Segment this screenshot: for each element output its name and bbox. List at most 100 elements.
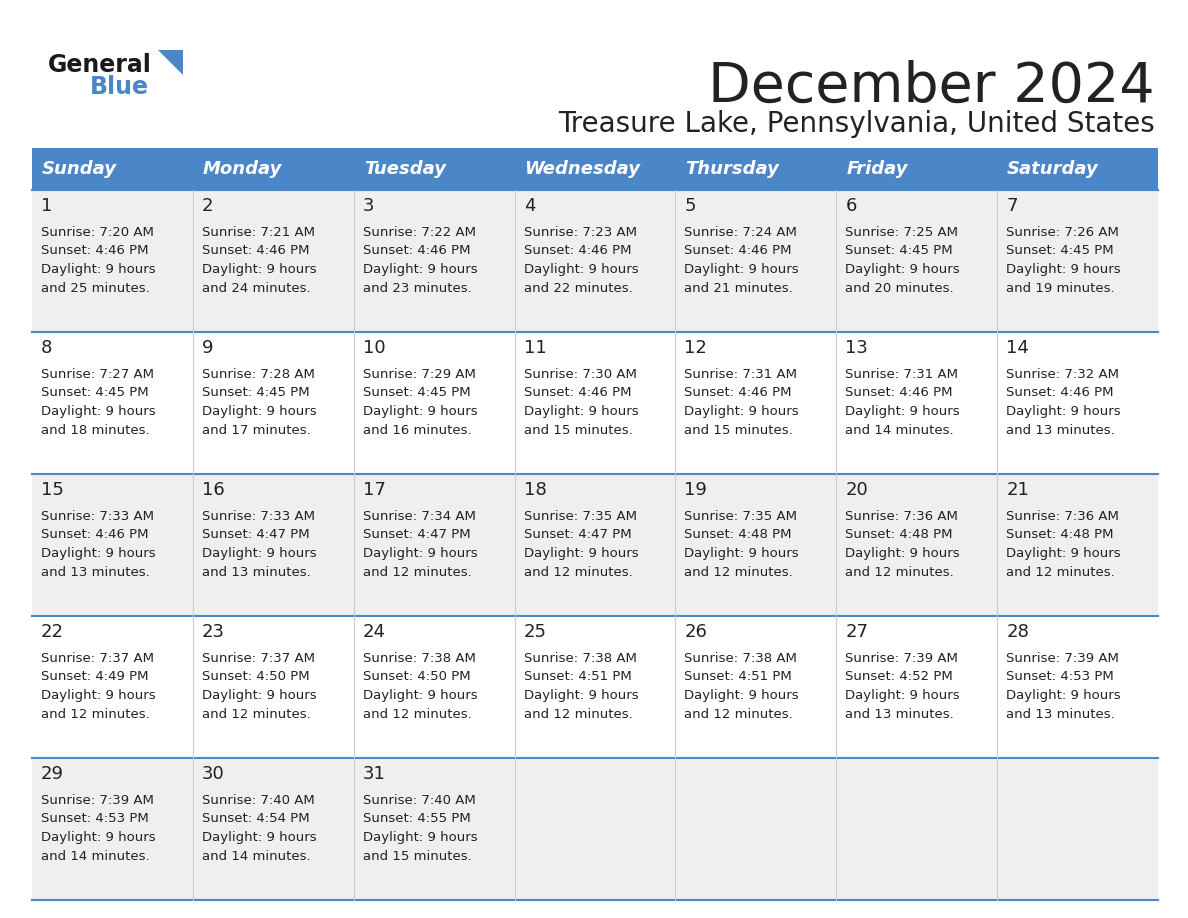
Text: Sunset: 4:45 PM: Sunset: 4:45 PM bbox=[1006, 244, 1114, 258]
Text: Daylight: 9 hours: Daylight: 9 hours bbox=[1006, 405, 1120, 418]
Text: Daylight: 9 hours: Daylight: 9 hours bbox=[846, 263, 960, 276]
Text: and 12 minutes.: and 12 minutes. bbox=[362, 565, 472, 578]
Text: Sunset: 4:52 PM: Sunset: 4:52 PM bbox=[846, 670, 953, 684]
Text: Sunrise: 7:40 AM: Sunrise: 7:40 AM bbox=[362, 794, 475, 807]
Text: Daylight: 9 hours: Daylight: 9 hours bbox=[1006, 689, 1120, 702]
Text: 9: 9 bbox=[202, 339, 214, 357]
Polygon shape bbox=[158, 50, 183, 75]
Text: Sunrise: 7:21 AM: Sunrise: 7:21 AM bbox=[202, 226, 315, 239]
Text: and 15 minutes.: and 15 minutes. bbox=[684, 423, 794, 436]
Text: Sunrise: 7:39 AM: Sunrise: 7:39 AM bbox=[846, 652, 959, 665]
Text: and 17 minutes.: and 17 minutes. bbox=[202, 423, 310, 436]
Text: Daylight: 9 hours: Daylight: 9 hours bbox=[362, 689, 478, 702]
Text: Sunrise: 7:38 AM: Sunrise: 7:38 AM bbox=[362, 652, 475, 665]
Text: and 20 minutes.: and 20 minutes. bbox=[846, 282, 954, 295]
Text: and 18 minutes.: and 18 minutes. bbox=[42, 423, 150, 436]
Text: Sunset: 4:47 PM: Sunset: 4:47 PM bbox=[202, 529, 310, 542]
Text: 12: 12 bbox=[684, 339, 707, 357]
Text: Sunrise: 7:29 AM: Sunrise: 7:29 AM bbox=[362, 368, 475, 381]
Text: 1: 1 bbox=[42, 197, 52, 215]
Text: Sunrise: 7:40 AM: Sunrise: 7:40 AM bbox=[202, 794, 315, 807]
Text: and 25 minutes.: and 25 minutes. bbox=[42, 282, 150, 295]
Text: 27: 27 bbox=[846, 623, 868, 641]
Text: Sunset: 4:46 PM: Sunset: 4:46 PM bbox=[524, 244, 631, 258]
Text: Saturday: Saturday bbox=[1007, 160, 1099, 178]
Text: Sunset: 4:48 PM: Sunset: 4:48 PM bbox=[846, 529, 953, 542]
Bar bbox=[32, 474, 1158, 616]
Text: Sunset: 4:46 PM: Sunset: 4:46 PM bbox=[202, 244, 309, 258]
Text: Tuesday: Tuesday bbox=[364, 160, 446, 178]
Text: 16: 16 bbox=[202, 481, 225, 499]
Text: Sunset: 4:47 PM: Sunset: 4:47 PM bbox=[524, 529, 631, 542]
Text: 25: 25 bbox=[524, 623, 546, 641]
Text: and 15 minutes.: and 15 minutes. bbox=[524, 423, 632, 436]
Text: Sunrise: 7:39 AM: Sunrise: 7:39 AM bbox=[42, 794, 154, 807]
Text: Daylight: 9 hours: Daylight: 9 hours bbox=[362, 831, 478, 844]
Text: Daylight: 9 hours: Daylight: 9 hours bbox=[524, 405, 638, 418]
Text: 23: 23 bbox=[202, 623, 225, 641]
Text: Sunset: 4:45 PM: Sunset: 4:45 PM bbox=[846, 244, 953, 258]
Text: Sunrise: 7:22 AM: Sunrise: 7:22 AM bbox=[362, 226, 475, 239]
Text: 11: 11 bbox=[524, 339, 546, 357]
Text: Daylight: 9 hours: Daylight: 9 hours bbox=[202, 547, 316, 560]
Text: and 13 minutes.: and 13 minutes. bbox=[1006, 423, 1114, 436]
Text: Daylight: 9 hours: Daylight: 9 hours bbox=[846, 547, 960, 560]
Text: and 21 minutes.: and 21 minutes. bbox=[684, 282, 794, 295]
Text: and 12 minutes.: and 12 minutes. bbox=[362, 708, 472, 721]
Text: 10: 10 bbox=[362, 339, 385, 357]
Text: 26: 26 bbox=[684, 623, 707, 641]
Text: Sunset: 4:50 PM: Sunset: 4:50 PM bbox=[202, 670, 310, 684]
Text: 17: 17 bbox=[362, 481, 386, 499]
Text: Sunrise: 7:38 AM: Sunrise: 7:38 AM bbox=[684, 652, 797, 665]
Text: Sunset: 4:54 PM: Sunset: 4:54 PM bbox=[202, 812, 310, 825]
Text: 8: 8 bbox=[42, 339, 52, 357]
Text: and 24 minutes.: and 24 minutes. bbox=[202, 282, 310, 295]
Text: Daylight: 9 hours: Daylight: 9 hours bbox=[846, 689, 960, 702]
Text: 14: 14 bbox=[1006, 339, 1029, 357]
Text: and 12 minutes.: and 12 minutes. bbox=[846, 565, 954, 578]
Text: 28: 28 bbox=[1006, 623, 1029, 641]
Text: and 13 minutes.: and 13 minutes. bbox=[846, 708, 954, 721]
Text: Sunrise: 7:33 AM: Sunrise: 7:33 AM bbox=[42, 510, 154, 523]
Text: and 23 minutes.: and 23 minutes. bbox=[362, 282, 472, 295]
Text: Sunrise: 7:26 AM: Sunrise: 7:26 AM bbox=[1006, 226, 1119, 239]
Text: Sunrise: 7:23 AM: Sunrise: 7:23 AM bbox=[524, 226, 637, 239]
Text: Daylight: 9 hours: Daylight: 9 hours bbox=[362, 547, 478, 560]
Text: 5: 5 bbox=[684, 197, 696, 215]
Text: and 14 minutes.: and 14 minutes. bbox=[846, 423, 954, 436]
Text: 19: 19 bbox=[684, 481, 707, 499]
Text: Daylight: 9 hours: Daylight: 9 hours bbox=[846, 405, 960, 418]
Text: and 13 minutes.: and 13 minutes. bbox=[1006, 708, 1114, 721]
Text: Daylight: 9 hours: Daylight: 9 hours bbox=[202, 831, 316, 844]
Bar bbox=[32, 616, 1158, 758]
Text: Sunset: 4:53 PM: Sunset: 4:53 PM bbox=[42, 812, 148, 825]
Text: Sunrise: 7:25 AM: Sunrise: 7:25 AM bbox=[846, 226, 959, 239]
Text: Sunrise: 7:39 AM: Sunrise: 7:39 AM bbox=[1006, 652, 1119, 665]
Text: and 19 minutes.: and 19 minutes. bbox=[1006, 282, 1114, 295]
Text: 21: 21 bbox=[1006, 481, 1029, 499]
Text: Daylight: 9 hours: Daylight: 9 hours bbox=[524, 547, 638, 560]
Text: Daylight: 9 hours: Daylight: 9 hours bbox=[524, 689, 638, 702]
Text: 22: 22 bbox=[42, 623, 64, 641]
Text: Sunrise: 7:32 AM: Sunrise: 7:32 AM bbox=[1006, 368, 1119, 381]
Text: Sunset: 4:45 PM: Sunset: 4:45 PM bbox=[42, 386, 148, 399]
Text: Daylight: 9 hours: Daylight: 9 hours bbox=[42, 831, 156, 844]
Text: Sunset: 4:45 PM: Sunset: 4:45 PM bbox=[362, 386, 470, 399]
Text: Sunset: 4:46 PM: Sunset: 4:46 PM bbox=[684, 244, 792, 258]
Text: and 16 minutes.: and 16 minutes. bbox=[362, 423, 472, 436]
Text: and 12 minutes.: and 12 minutes. bbox=[524, 565, 632, 578]
Text: and 15 minutes.: and 15 minutes. bbox=[362, 849, 472, 863]
Text: 6: 6 bbox=[846, 197, 857, 215]
Text: and 12 minutes.: and 12 minutes. bbox=[202, 708, 310, 721]
Text: Daylight: 9 hours: Daylight: 9 hours bbox=[684, 263, 800, 276]
Text: Sunrise: 7:31 AM: Sunrise: 7:31 AM bbox=[846, 368, 959, 381]
Bar bbox=[32, 332, 1158, 474]
Text: Sunset: 4:46 PM: Sunset: 4:46 PM bbox=[42, 529, 148, 542]
Text: Sunset: 4:46 PM: Sunset: 4:46 PM bbox=[846, 386, 953, 399]
Text: Daylight: 9 hours: Daylight: 9 hours bbox=[202, 689, 316, 702]
Text: and 12 minutes.: and 12 minutes. bbox=[524, 708, 632, 721]
Text: Sunset: 4:46 PM: Sunset: 4:46 PM bbox=[684, 386, 792, 399]
Text: Sunset: 4:49 PM: Sunset: 4:49 PM bbox=[42, 670, 148, 684]
Text: Sunset: 4:45 PM: Sunset: 4:45 PM bbox=[202, 386, 310, 399]
Text: 24: 24 bbox=[362, 623, 386, 641]
